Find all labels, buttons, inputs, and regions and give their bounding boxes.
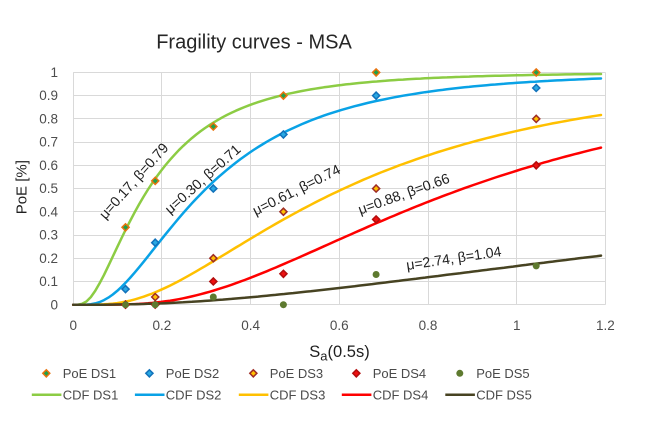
svg-text:Sa(0.5s): Sa(0.5s) bbox=[309, 343, 369, 364]
svg-text:0.4: 0.4 bbox=[39, 204, 58, 219]
svg-text:1: 1 bbox=[513, 318, 521, 333]
svg-text:0.8: 0.8 bbox=[419, 318, 438, 333]
svg-text:0.9: 0.9 bbox=[39, 88, 58, 103]
svg-text:0.8: 0.8 bbox=[39, 112, 58, 127]
svg-text:0.6: 0.6 bbox=[39, 158, 58, 173]
svg-text:CDF DS5: CDF DS5 bbox=[476, 387, 532, 402]
svg-text:0: 0 bbox=[69, 318, 77, 333]
svg-text:Fragility curves - MSA: Fragility curves - MSA bbox=[156, 32, 352, 54]
svg-text:0: 0 bbox=[50, 297, 58, 312]
svg-text:0.2: 0.2 bbox=[153, 318, 172, 333]
svg-text:PoE DS5: PoE DS5 bbox=[476, 366, 529, 381]
svg-text:0.3: 0.3 bbox=[39, 228, 58, 243]
svg-text:CDF DS3: CDF DS3 bbox=[270, 387, 326, 402]
svg-text:PoE DS1: PoE DS1 bbox=[63, 366, 116, 381]
svg-text:CDF DS2: CDF DS2 bbox=[166, 387, 222, 402]
svg-text:PoE DS2: PoE DS2 bbox=[166, 366, 219, 381]
svg-text:0.6: 0.6 bbox=[330, 318, 349, 333]
svg-text:0.1: 0.1 bbox=[39, 274, 58, 289]
svg-text:PoE DS4: PoE DS4 bbox=[373, 366, 426, 381]
svg-text:0.5: 0.5 bbox=[39, 181, 58, 196]
svg-text:1: 1 bbox=[50, 65, 58, 80]
svg-text:CDF DS4: CDF DS4 bbox=[373, 387, 429, 402]
svg-text:PoE DS3: PoE DS3 bbox=[270, 366, 323, 381]
svg-text:0.7: 0.7 bbox=[39, 135, 58, 150]
svg-text:0.4: 0.4 bbox=[241, 318, 260, 333]
svg-text:CDF DS1: CDF DS1 bbox=[63, 387, 119, 402]
svg-text:PoE [%]: PoE [%] bbox=[14, 160, 31, 214]
svg-text:1.2: 1.2 bbox=[596, 318, 615, 333]
svg-text:0.2: 0.2 bbox=[39, 251, 58, 266]
